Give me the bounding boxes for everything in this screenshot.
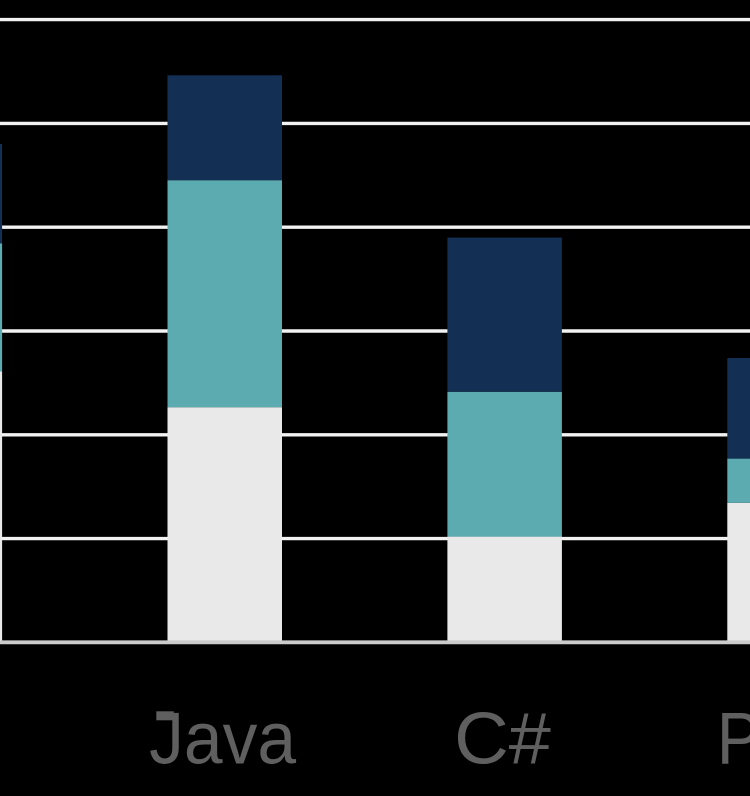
svg-text:C#: C# [454, 696, 551, 779]
svg-text:PHP: PHP [717, 696, 750, 779]
svg-text:Java: Java [149, 696, 296, 779]
